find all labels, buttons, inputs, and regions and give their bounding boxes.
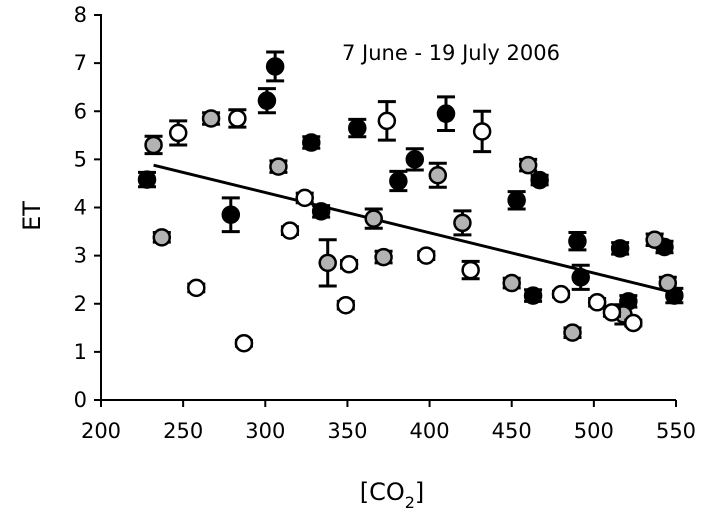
data-point: [417, 246, 436, 265]
y-tick-label: 6: [74, 99, 87, 123]
data-point: [311, 202, 331, 221]
data-point: [269, 157, 288, 176]
data-point: [137, 170, 157, 189]
data-point: [221, 205, 241, 224]
data-point: [530, 170, 549, 190]
data-point: [295, 188, 314, 208]
data-point: [348, 118, 367, 138]
y-tick-label: 0: [74, 388, 87, 412]
data-point: [318, 253, 337, 273]
data-point: [502, 273, 521, 293]
data-point: [568, 231, 587, 251]
data-point: [377, 111, 397, 131]
y-ticks: 0 1 2 3 4 5 6 7 8: [74, 3, 101, 412]
x-tick-label: 200: [81, 419, 121, 443]
data-point: [518, 155, 538, 175]
data-point: [339, 255, 359, 274]
data-point: [228, 109, 247, 128]
x-tick-label: 350: [327, 419, 367, 443]
data-point: [551, 284, 571, 304]
series-open-white: [168, 100, 643, 353]
x-ticks: 200 250 300 350 400 450 500 550: [81, 400, 696, 443]
y-tick-label: 7: [74, 51, 87, 75]
data-point: [610, 239, 630, 258]
data-point: [201, 109, 221, 128]
x-axis-title-main: [CO: [360, 478, 405, 506]
trendline-group: [153, 163, 677, 295]
data-point: [280, 221, 300, 240]
data-point: [364, 209, 383, 228]
y-tick-label: 4: [74, 196, 87, 220]
data-point: [523, 286, 543, 305]
x-axis-title: [CO2]: [360, 478, 425, 512]
y-tick-label: 3: [74, 244, 87, 268]
x-axis-title-subscript: 2: [405, 493, 415, 512]
series-filled-black: [137, 50, 684, 311]
data-point: [302, 133, 321, 152]
data-point: [374, 247, 393, 267]
trendline: [153, 163, 677, 295]
data-point: [563, 323, 582, 342]
chart-annotation: 7 June - 19 July 2006: [342, 41, 560, 65]
data-point: [187, 278, 206, 298]
data-point: [389, 171, 408, 191]
data-point: [602, 303, 622, 322]
x-tick-label: 300: [245, 419, 285, 443]
data-point: [428, 166, 448, 185]
data-point: [234, 333, 254, 353]
x-tick-label: 250: [163, 419, 203, 443]
y-tick-label: 1: [74, 340, 87, 364]
data-point: [587, 293, 607, 312]
data-point: [257, 91, 277, 110]
x-tick-label: 500: [574, 419, 614, 443]
data-point: [453, 213, 472, 233]
x-tick-label: 550: [656, 419, 696, 443]
data-point: [472, 122, 492, 141]
data-point: [144, 135, 163, 155]
data-point: [658, 273, 678, 293]
x-axis-title-close: ]: [415, 478, 424, 506]
data-point: [436, 104, 456, 123]
x-tick-label: 400: [410, 419, 450, 443]
data-point: [405, 150, 425, 169]
y-tick-label: 2: [74, 292, 87, 316]
x-tick-label: 450: [492, 419, 532, 443]
data-point: [507, 191, 526, 210]
axes: 0 1 2 3 4 5 6 7 8 200 250 300 350 400 450 500 550: [74, 3, 696, 443]
data-point: [461, 260, 480, 280]
data-point: [168, 123, 188, 143]
data-point: [624, 313, 643, 333]
data-point: [152, 228, 172, 247]
data-point: [645, 230, 664, 249]
data-point: [336, 295, 356, 315]
y-tick-label: 5: [74, 147, 87, 171]
y-axis-title: ET: [18, 201, 46, 231]
y-tick-label: 8: [74, 3, 87, 27]
data-points: [137, 50, 684, 353]
data-point: [571, 268, 590, 287]
data-point: [265, 57, 285, 76]
